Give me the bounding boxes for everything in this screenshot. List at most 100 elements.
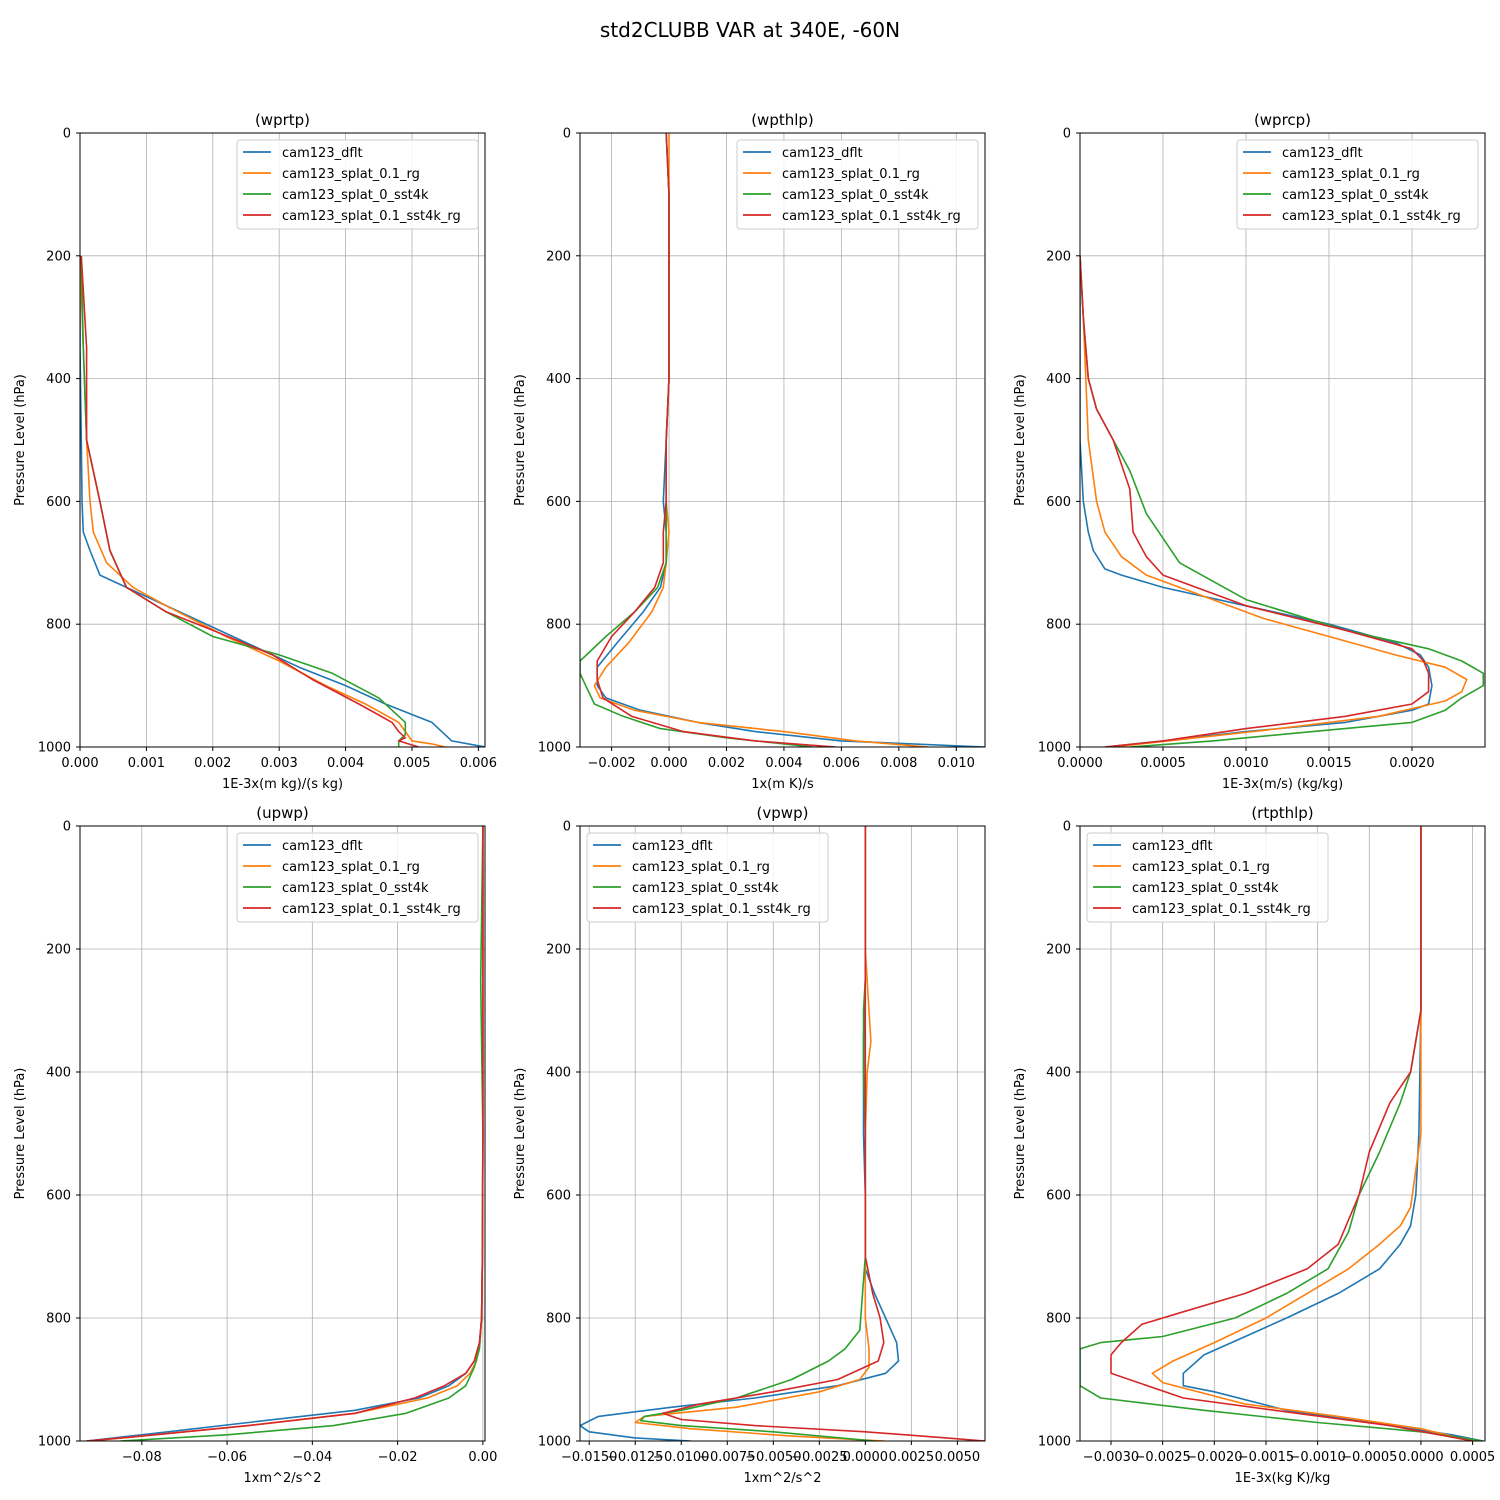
x-tick-label: −0.0015 [1238, 1450, 1294, 1465]
y-tick-label: 400 [1046, 1066, 1071, 1081]
subplot-wprtp: 0.000 0.001 0.002 0.003 0.004 0.005 0.006 0 200 4… [13, 111, 497, 792]
x-axis-label: 1x(m K)/s [751, 777, 814, 792]
series-line-cam123_dflt [80, 255, 485, 747]
series-line-cam123_splat_0.1_rg [1151, 826, 1473, 1441]
legend-entry: cam123_splat_0.1_rg [782, 167, 920, 182]
y-axis-label: Pressure Level (hPa) [1013, 1068, 1028, 1200]
x-axis-label: 1E-3x(kg K)/kg [1235, 1471, 1331, 1486]
legend-entry: cam123_splat_0.1_rg [632, 860, 770, 875]
y-tick-label: 1000 [1038, 1435, 1071, 1450]
figure-title: std2CLUBB VAR at 340E, -60N [600, 18, 900, 42]
y-tick-label: 1000 [38, 1435, 71, 1450]
legend-entry: cam123_splat_0.1_sst4k_rg [782, 209, 961, 224]
legend-entry: cam123_splat_0_sst4k [1132, 881, 1279, 896]
legend-entry: cam123_splat_0_sst4k [782, 188, 929, 203]
series-line-cam123_splat_0_sst4k [1080, 826, 1484, 1441]
y-tick-label: 400 [46, 1066, 71, 1081]
legend-entry: cam123_dflt [632, 839, 713, 854]
axes-frame [79, 825, 486, 1442]
subplot-rtpthlp: −0.0030−0.0025−0.0020−0.0015−0.0010−0.00… [1013, 804, 1495, 1486]
x-axis-label: 1E-3x(m/s) (kg/kg) [1222, 777, 1343, 792]
x-tick-label: −0.0075 [699, 1450, 755, 1465]
series-line-cam123_splat_0_sst4k [639, 826, 875, 1441]
subplot-title: (wprcp) [1254, 111, 1311, 129]
y-tick-label: 800 [46, 1312, 71, 1327]
legend-entry: cam123_splat_0.1_sst4k_rg [1132, 902, 1311, 917]
subplot-wpthlp: −0.002 0.000 0.002 0.004 0.006 0.008 0.010 0 200… [513, 111, 986, 792]
legend: cam123_dflt cam123_splat_0.1_rg cam123_spl… [736, 139, 979, 230]
legend: cam123_dflt cam123_splat_0.1_rg cam123_spl… [236, 832, 479, 923]
axes-frame [579, 132, 986, 748]
series-group [1080, 255, 1485, 747]
y-tick-label: 1000 [538, 741, 571, 756]
x-tick-label: 0.000 [61, 756, 98, 771]
legend-entry: cam123_splat_0_sst4k [1282, 188, 1429, 203]
series-group [80, 255, 485, 747]
subplot-title: (upwp) [256, 804, 309, 822]
y-tick-label: 800 [1046, 618, 1071, 633]
series-line-cam123_splat_0.1_sst4k_rg [1110, 826, 1473, 1441]
x-tick-label: −0.0025 [1134, 1450, 1190, 1465]
legend-entry: cam123_dflt [282, 146, 363, 161]
x-tick-label: −0.002 [588, 756, 636, 771]
subplot-title: (wpthlp) [751, 111, 814, 129]
legend-box [1236, 139, 1479, 230]
axes-frame [579, 825, 986, 1442]
y-tick-label: 1000 [38, 741, 71, 756]
series-line-cam123_splat_0.1_sst4k_rg [80, 255, 419, 747]
legend-entry: cam123_splat_0.1_rg [1132, 860, 1270, 875]
x-tick-label: 0.0005 [1450, 1450, 1496, 1465]
x-tick-label: 0.0025 [889, 1450, 935, 1465]
subplot-title: (vpwp) [757, 804, 809, 822]
series-line-cam123_splat_0.1_rg [1080, 255, 1468, 747]
x-axis-label: 1xm^2/s^2 [243, 1471, 321, 1486]
y-tick-label: 400 [546, 372, 571, 387]
axes-frame [1079, 132, 1486, 748]
subplot-wprcp: 0.0000 0.0005 0.0010 0.0015 0.0020 0 200 400 600… [1013, 111, 1486, 792]
y-tick-label: 800 [546, 1312, 571, 1327]
legend-entry: cam123_splat_0.1_sst4k_rg [282, 902, 461, 917]
y-tick-label: 0 [563, 127, 571, 142]
y-tick-label: 600 [546, 1189, 571, 1204]
y-tick-label: 200 [1046, 249, 1071, 264]
series-group [580, 826, 985, 1441]
legend: cam123_dflt cam123_splat_0.1_rg cam123_spl… [236, 139, 479, 230]
x-tick-label: −0.0020 [1186, 1450, 1242, 1465]
x-tick-label: 0.00 [468, 1450, 497, 1465]
legend-entry: cam123_dflt [782, 146, 863, 161]
axes-frame [79, 132, 486, 748]
x-tick-label: 0.002 [708, 756, 745, 771]
y-axis-label: Pressure Level (hPa) [513, 1068, 528, 1200]
legend-box [736, 139, 979, 230]
x-tick-label: 0.004 [765, 756, 802, 771]
y-tick-label: 1000 [1038, 741, 1071, 756]
x-tick-label: 0.010 [938, 756, 975, 771]
series-group [580, 133, 985, 747]
x-tick-label: −0.0010 [1289, 1450, 1345, 1465]
y-tick-label: 200 [46, 249, 71, 264]
legend-entry: cam123_splat_0.1_sst4k_rg [632, 902, 811, 917]
x-tick-label: 0.008 [880, 756, 917, 771]
legend-entry: cam123_dflt [1132, 839, 1213, 854]
axes-frame [1079, 825, 1486, 1442]
y-tick-label: 0 [1063, 820, 1071, 835]
y-axis-label: Pressure Level (hPa) [1013, 374, 1028, 506]
x-tick-label: −0.06 [207, 1450, 247, 1465]
x-tick-label: 0.001 [128, 756, 165, 771]
x-tick-label: 0.0050 [935, 1450, 981, 1465]
x-axis-label: 1E-3x(m kg)/(s kg) [222, 777, 343, 792]
legend-box [586, 832, 829, 923]
x-tick-label: 0.000 [650, 756, 687, 771]
y-tick-label: 400 [46, 372, 71, 387]
series-line-cam123_splat_0.1_sst4k_rg [1080, 255, 1430, 747]
legend-entry: cam123_splat_0.1_rg [282, 167, 420, 182]
y-tick-label: 800 [546, 618, 571, 633]
x-tick-label: 0.002 [194, 756, 231, 771]
legend-entry: cam123_splat_0.1_sst4k_rg [1282, 209, 1461, 224]
y-tick-label: 0 [563, 820, 571, 835]
subplot-vpwp: −0.0150−0.0125−0.0100−0.0075−0.0050−0.00… [513, 804, 986, 1486]
x-tick-label: 0.0000 [1398, 1450, 1444, 1465]
legend-entry: cam123_splat_0.1_sst4k_rg [282, 209, 461, 224]
x-tick-label: 0.0015 [1306, 756, 1352, 771]
y-tick-label: 200 [46, 943, 71, 958]
